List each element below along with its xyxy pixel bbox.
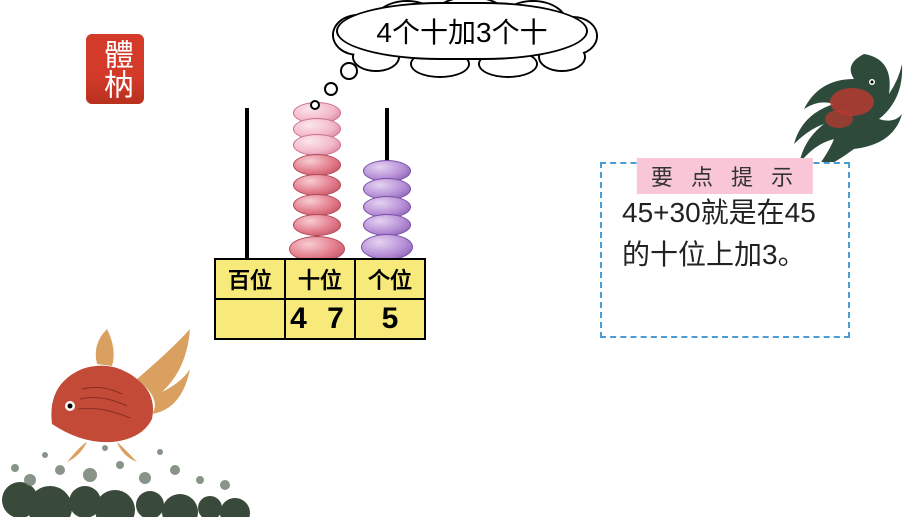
rod-tens [282, 108, 352, 258]
hint-body: 45+30就是在45的十位上加3。 [622, 192, 828, 276]
bead [363, 214, 411, 236]
hint-title: 要 点 提 示 [637, 158, 813, 194]
place-value-table: 百位十位个位 4 75 [214, 258, 426, 340]
value-hundreds [215, 299, 285, 339]
hint-box: 要 点 提 示 45+30就是在45的十位上加3。 [600, 162, 850, 338]
counting-frame: 百位十位个位 4 75 [214, 108, 430, 340]
header-ones: 个位 [355, 259, 425, 299]
seal-text: 體枘 [100, 39, 130, 99]
bead [293, 174, 341, 196]
bead [293, 134, 341, 156]
header-hundreds: 百位 [215, 259, 285, 299]
header-tens: 十位 [285, 259, 355, 299]
cloud-tail-bubble [340, 62, 358, 80]
cloud-tail-bubble [324, 82, 338, 96]
cloud-tail-bubble [310, 100, 320, 110]
bead [293, 194, 341, 216]
fish-top-decoration [784, 44, 904, 174]
value-ones: 5 [355, 299, 425, 339]
rod-hundreds [212, 108, 282, 258]
cloud-text: 4个十加3个十 [376, 11, 547, 51]
value-tens: 4 7 [285, 299, 355, 339]
rod-ones [352, 108, 422, 258]
seal-stamp: 體枘 [86, 34, 144, 104]
cloud-main: 4个十加3个十 [336, 2, 588, 60]
ink-splash-decoration [0, 420, 260, 517]
bead [361, 234, 413, 260]
bead [293, 154, 341, 176]
bead [293, 214, 341, 236]
